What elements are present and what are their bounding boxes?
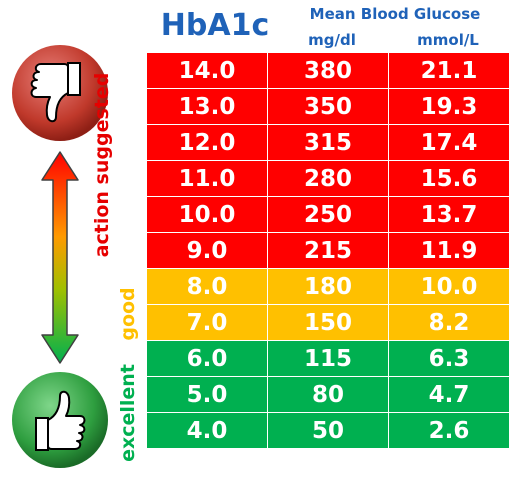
mgdl-cell: 250 xyxy=(267,196,389,233)
hba1c-cell: 14.0 xyxy=(146,52,268,89)
table-row: 6.0 115 6.3 xyxy=(146,340,510,377)
mmol-cell: 6.3 xyxy=(388,340,510,377)
hba1c-cell: 7.0 xyxy=(146,304,268,341)
mean-blood-glucose-title: Mean Blood Glucose xyxy=(309,5,481,23)
hba1c-cell: 11.0 xyxy=(146,160,268,197)
double-arrow-icon xyxy=(41,151,79,364)
mmol-cell: 19.3 xyxy=(388,88,510,125)
mgdl-cell: 50 xyxy=(267,412,389,449)
action-suggested-label: action suggested xyxy=(91,72,113,258)
unit-mmol-label: mmol/L xyxy=(417,31,479,49)
table-row: 8.0 180 10.0 xyxy=(146,268,510,305)
mmol-cell: 2.6 xyxy=(388,412,510,449)
mgdl-cell: 215 xyxy=(267,232,389,269)
hba1c-cell: 13.0 xyxy=(146,88,268,125)
mmol-cell: 13.7 xyxy=(388,196,510,233)
unit-mgdl-label: mg/dl xyxy=(308,31,356,49)
hba1c-cell: 4.0 xyxy=(146,412,268,449)
thumbs-down-icon xyxy=(12,45,108,141)
good-label: good xyxy=(117,287,139,341)
mmol-cell: 8.2 xyxy=(388,304,510,341)
table-row: 14.0 380 21.1 xyxy=(146,52,510,89)
mmol-cell: 10.0 xyxy=(388,268,510,305)
mgdl-cell: 150 xyxy=(267,304,389,341)
mmol-cell: 15.6 xyxy=(388,160,510,197)
excellent-label: excellent xyxy=(117,364,139,462)
table-row: 9.0 215 11.9 xyxy=(146,232,510,269)
table-row: 12.0 315 17.4 xyxy=(146,124,510,161)
table-row: 7.0 150 8.2 xyxy=(146,304,510,341)
table-row: 11.0 280 15.6 xyxy=(146,160,510,197)
mmol-cell: 21.1 xyxy=(388,52,510,89)
table-row: 4.0 50 2.6 xyxy=(146,412,510,449)
hba1c-cell: 5.0 xyxy=(146,376,268,413)
mgdl-cell: 280 xyxy=(267,160,389,197)
mmol-cell: 17.4 xyxy=(388,124,510,161)
mgdl-cell: 115 xyxy=(267,340,389,377)
hba1c-cell: 6.0 xyxy=(146,340,268,377)
hba1c-title: HbA1c xyxy=(160,8,270,43)
hba1c-glucose-table: 14.0 380 21.1 13.0 350 19.3 12.0 315 17.4 11.0 280… xyxy=(146,52,510,449)
mgdl-cell: 80 xyxy=(267,376,389,413)
table-row: 10.0 250 13.7 xyxy=(146,196,510,233)
mmol-cell: 11.9 xyxy=(388,232,510,269)
mgdl-cell: 350 xyxy=(267,88,389,125)
hba1c-cell: 10.0 xyxy=(146,196,268,233)
hba1c-cell: 9.0 xyxy=(146,232,268,269)
table-row: 13.0 350 19.3 xyxy=(146,88,510,125)
hba1c-cell: 8.0 xyxy=(146,268,268,305)
mgdl-cell: 180 xyxy=(267,268,389,305)
mmol-cell: 4.7 xyxy=(388,376,510,413)
hba1c-cell: 12.0 xyxy=(146,124,268,161)
thumbs-up-icon xyxy=(12,372,108,468)
mgdl-cell: 380 xyxy=(267,52,389,89)
table-row: 5.0 80 4.7 xyxy=(146,376,510,413)
mgdl-cell: 315 xyxy=(267,124,389,161)
